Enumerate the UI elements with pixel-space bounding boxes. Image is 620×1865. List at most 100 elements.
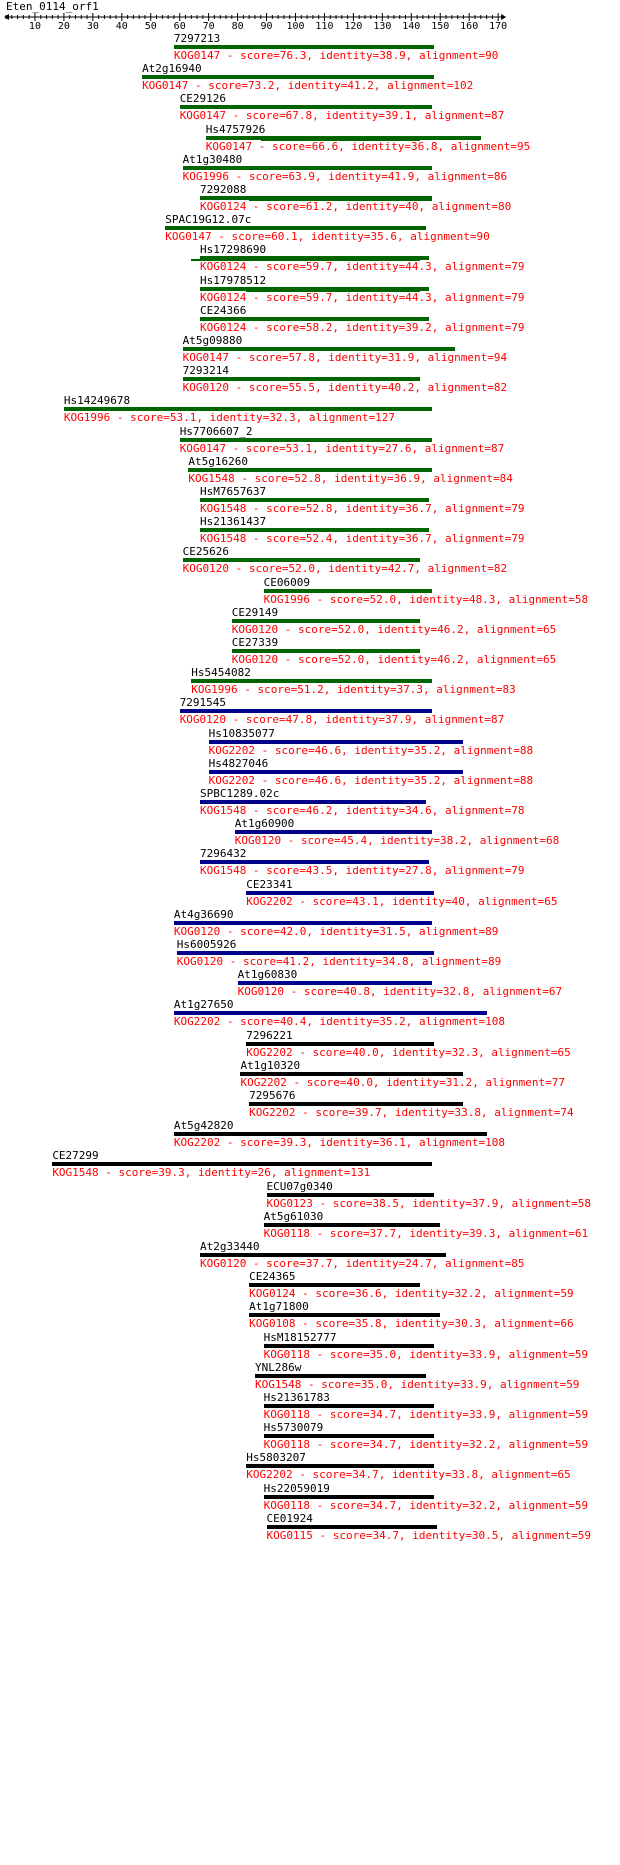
hit-score-description: KOG0147 - score=66.6, identity=36.8, ali… — [205, 139, 531, 153]
hit-name-label: SPBC1289.02c — [199, 787, 280, 800]
hit-score-description: KOG0147 - score=57.8, identity=31.9, ali… — [182, 351, 508, 364]
hit-score-description: KOG0124 - score=58.2, identity=39.2, ali… — [199, 320, 525, 334]
hit-name-label: 7291545 — [179, 696, 227, 710]
ruler-tick-label: 150 — [431, 21, 449, 32]
hit-name-label: 7296221 — [246, 1028, 293, 1042]
hit-alignment-bar — [249, 1313, 441, 1318]
hit-alignment-bar — [199, 528, 429, 533]
hit-name-label: Hs21361783 — [263, 1391, 330, 1404]
hit-name-label: At4g36690 — [173, 907, 234, 921]
ruler-tick-label: 80 — [232, 21, 244, 32]
hit-alignment-bar — [179, 437, 432, 442]
hit-name-label: 7296432 — [199, 847, 247, 861]
hit-name-label: At5g09880 — [182, 334, 243, 347]
hit-score-description: KOG0120 - score=52.0, identity=46.2, ali… — [231, 653, 557, 666]
hit-score-description: KOG0118 - score=34.7, identity=32.2, ali… — [263, 1438, 589, 1452]
hit-score-description: KOG0147 - score=60.1, identity=35.6, ali… — [165, 230, 490, 244]
hit-name-label: At2g33440 — [199, 1240, 260, 1253]
hit-name-label: SPAC19G12.07c — [165, 213, 252, 227]
ruler-tick-label: 60 — [174, 21, 186, 32]
hit-name-label: CE29149 — [231, 605, 279, 619]
hit-name-label: CE23341 — [246, 877, 293, 891]
hit-alignment-bar — [199, 316, 429, 321]
hit-score-description: KOG2202 - score=39.3, identity=36.1, ali… — [173, 1136, 506, 1150]
hit-score-description: KOG2202 - score=34.7, identity=33.8, ali… — [246, 1468, 571, 1482]
hit-alignment-bar — [199, 800, 426, 804]
hit-name-label: Hs17298690 — [199, 243, 267, 257]
hit-alignment-bar — [254, 1373, 426, 1378]
hit-alignment-bar — [165, 226, 426, 231]
hit-score-description: KOG0120 - score=45.4, identity=38.2, ali… — [234, 834, 560, 848]
hit-score-description: KOG2202 - score=46.6, identity=35.2, ali… — [208, 773, 534, 787]
hit-alignment-bar — [263, 1222, 441, 1227]
hit-name-label: CE27299 — [52, 1149, 99, 1163]
hit-score-description: KOG1548 - score=46.2, identity=34.6, ali… — [199, 804, 525, 817]
hit-name-label: CE24366 — [199, 303, 247, 317]
ruler-tick-label: 20 — [58, 21, 70, 32]
ruler-tick-label: 50 — [145, 21, 157, 32]
hit-score-description: KOG0115 - score=34.7, identity=30.5, ali… — [266, 1528, 592, 1542]
hit-name-label: At1g10320 — [240, 1058, 301, 1072]
hit-alignment-bar — [52, 1162, 432, 1167]
hit-name-label: CE24365 — [249, 1270, 296, 1284]
hit-alignment-bar — [246, 890, 435, 895]
hit-alignment-bar — [182, 558, 420, 563]
hit-secondary-bar — [191, 259, 420, 262]
ruler-tick-label: 170 — [489, 21, 507, 32]
hit-alignment-bar — [263, 1434, 435, 1439]
hit-score-description: KOG0118 - score=34.7, identity=32.2, ali… — [263, 1498, 589, 1512]
hit-alignment-bar — [249, 1102, 464, 1106]
hit-alignment-bar — [263, 1343, 435, 1348]
hit-score-description: KOG0147 - score=53.1, identity=27.6, ali… — [179, 441, 505, 455]
hit-name-label: CE01924 — [266, 1511, 313, 1525]
hit-score-description: KOG2202 - score=39.7, identity=33.8, ali… — [249, 1106, 574, 1119]
hit-name-label: CE06009 — [263, 575, 310, 589]
hit-alignment-bar — [199, 256, 429, 261]
hit-score-description: KOG0147 - score=73.2, identity=41.2, ali… — [142, 79, 474, 93]
hit-score-description: KOG0120 - score=42.0, identity=31.5, ali… — [173, 924, 499, 938]
hit-alignment-bar — [199, 286, 429, 291]
hit-alignment-bar — [231, 618, 420, 623]
hit-alignment-bar — [231, 649, 420, 653]
hit-score-description: KOG1548 - score=52.8, identity=36.7, ali… — [199, 502, 525, 515]
hit-score-description: KOG1548 - score=39.3, identity=26, align… — [52, 1166, 371, 1180]
hit-alignment-bar — [191, 679, 432, 684]
hit-score-description: KOG0120 - score=52.0, identity=46.2, ali… — [231, 622, 557, 636]
hit-name-label: At1g60830 — [237, 968, 298, 982]
hit-alignment-bar — [208, 769, 464, 774]
hit-score-description: KOG0124 - score=36.6, identity=32.2, ali… — [249, 1287, 574, 1301]
hit-name-label: Hs5730079 — [263, 1421, 324, 1435]
hit-score-description: KOG1996 - score=52.0, identity=48.3, ali… — [263, 592, 589, 606]
hit-name-label: At1g27650 — [173, 998, 234, 1012]
hit-name-label: At1g60900 — [234, 817, 295, 831]
hit-alignment-bar — [173, 1132, 487, 1137]
ruler-tick-label: 110 — [315, 21, 333, 32]
hit-alignment-bar — [263, 1494, 435, 1499]
hit-name-label: Hs21361437 — [199, 515, 267, 529]
hit-score-description: KOG0120 - score=47.8, identity=37.9, ali… — [179, 713, 505, 727]
hit-name-label: 7293214 — [182, 364, 229, 378]
hit-name-label: CE27339 — [231, 636, 279, 649]
ruler-right-arrow — [501, 14, 507, 20]
hit-score-description: KOG0118 - score=37.7, identity=39.3, ali… — [263, 1226, 589, 1240]
hit-alignment-bar — [182, 165, 432, 170]
hit-score-description: KOG0147 - score=76.3, identity=38.9, ali… — [173, 49, 499, 62]
hit-secondary-bar — [260, 138, 420, 141]
hit-score-description: KOG1548 - score=35.0, identity=33.9, ali… — [254, 1377, 580, 1391]
hit-alignment-bar — [199, 498, 429, 502]
hit-score-description: KOG0120 - score=55.5, identity=40.2, ali… — [182, 381, 508, 395]
hit-name-label: At1g71800 — [249, 1300, 309, 1314]
hit-score-description: KOG0108 - score=35.8, identity=30.3, ali… — [249, 1317, 574, 1331]
hit-name-label: Hs4757926 — [205, 122, 266, 136]
hit-alignment-bar — [179, 709, 432, 714]
hit-name-label: At5g61030 — [263, 1209, 324, 1223]
ruler-tick-label: 90 — [261, 21, 273, 32]
hit-alignment-bar — [188, 467, 432, 472]
hit-alignment-bar — [173, 45, 435, 49]
hit-name-label: 7297213 — [173, 32, 221, 45]
hit-name-label: HsM18152777 — [263, 1330, 337, 1344]
hit-alignment-bar — [240, 1071, 464, 1076]
hit-name-label: At5g42820 — [173, 1119, 234, 1133]
hit-score-description: KOG0120 - score=52.0, identity=42.7, ali… — [182, 562, 508, 576]
hit-score-description: KOG2202 - score=43.1, identity=40, align… — [246, 894, 558, 908]
